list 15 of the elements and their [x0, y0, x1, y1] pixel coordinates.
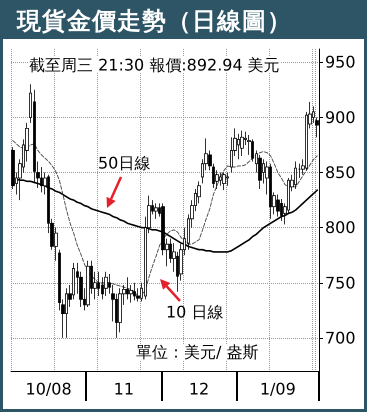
- text: 50日線: [98, 154, 150, 172]
- y-tick-label: 900: [325, 108, 356, 127]
- series-label: 10 日線: [166, 302, 224, 322]
- y-tick-label: 800: [325, 218, 356, 238]
- y-tick-label: 750: [325, 273, 356, 292]
- x-tick-label: 10/08: [26, 380, 72, 398]
- y-tick-label: 700: [325, 328, 356, 348]
- y-tick-label: 850: [325, 163, 356, 182]
- chart-title: 現貨金價走勢（日線圖）: [3, 3, 364, 39]
- y-tick-label: 950: [325, 52, 356, 72]
- x-tick-label: 12: [188, 380, 210, 398]
- annotation: 單位：美元/ 盎斯: [136, 342, 258, 362]
- annotation: 截至周三 21:30 報價:892.94 美元: [29, 56, 280, 74]
- x-tick-label: 11: [114, 380, 134, 398]
- x-tick-label: 1/09: [260, 380, 296, 398]
